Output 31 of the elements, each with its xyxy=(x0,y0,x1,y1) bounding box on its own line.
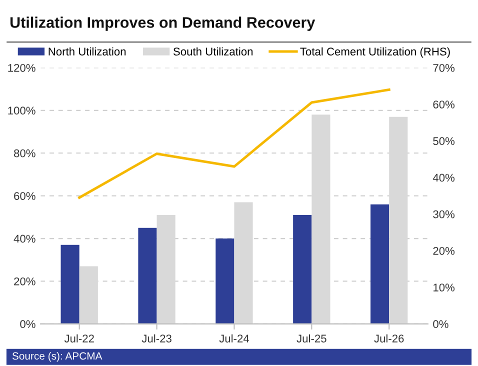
y2-tick-label: 70% xyxy=(433,64,455,72)
source-note: Source (s): APCMA xyxy=(12,352,102,362)
y2-tick-label: 40% xyxy=(432,174,455,182)
bar xyxy=(60,244,80,324)
legend-label: South Utilization xyxy=(173,47,253,56)
y2-tick-label: 0% xyxy=(433,320,448,328)
y-tick-label: 0% xyxy=(20,320,36,328)
y2-tick-label: 20% xyxy=(433,246,455,255)
y2-tick-label: 60% xyxy=(433,100,455,108)
legend-label: Total Cement Utilization (RHS) xyxy=(300,47,450,58)
y2-tick-label: 50% xyxy=(433,137,455,146)
y2-tick-label: 30% xyxy=(433,210,455,218)
y-tick-label: 100% xyxy=(8,106,36,115)
y-tick-label: 60% xyxy=(14,192,36,200)
bar xyxy=(216,238,234,324)
chart-title: Utilization Improves on Demand Recovery xyxy=(10,16,316,31)
bar xyxy=(370,204,390,324)
y-tick-label: 80% xyxy=(14,149,36,158)
y-tick-label: 120% xyxy=(8,64,36,72)
line-series xyxy=(78,88,390,199)
legend-label: North Utilization xyxy=(48,47,126,56)
x-tick-label: Jul-24 xyxy=(219,334,250,342)
x-tick-label: Jul-23 xyxy=(142,334,172,342)
x-tick-label: Jul-25 xyxy=(296,334,326,342)
x-tick-label: Jul-26 xyxy=(374,334,404,342)
x-tick-label: Jul-22 xyxy=(64,334,94,342)
y2-tick-label: 10% xyxy=(434,284,455,292)
y-tick-label: 20% xyxy=(14,277,36,286)
bar xyxy=(138,228,157,324)
bar xyxy=(293,215,312,324)
y-tick-label: 40% xyxy=(14,234,36,243)
